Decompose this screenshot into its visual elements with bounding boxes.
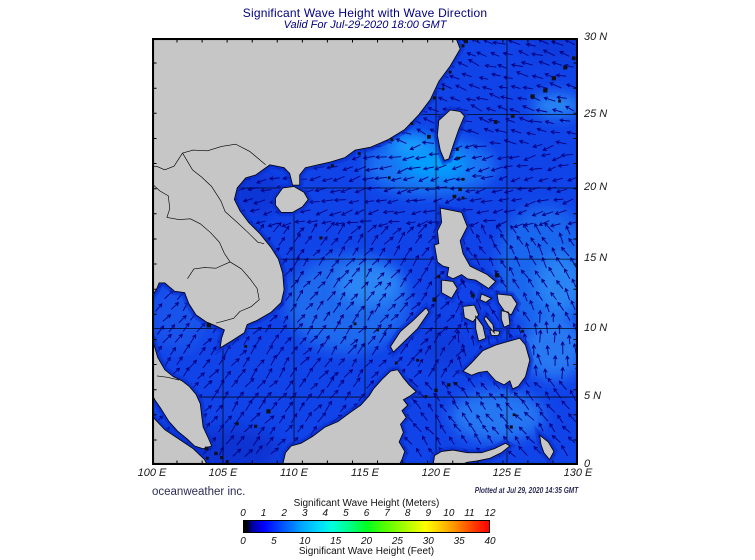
meters-tick-label: 8 [404, 508, 411, 519]
map-svg [152, 38, 578, 465]
lon-axis-label: 130 E [563, 467, 593, 479]
colorbar-meters-ticks: 0 1 2 3 4 5 6 7 8 9 10 11 12 [240, 508, 495, 519]
lon-axis-label: 125 E [492, 467, 522, 479]
wave-height-patch-sulu-sea [417, 322, 469, 368]
lat-axis-label: 10 N [584, 321, 608, 334]
lat-axis-label: 30 N [584, 31, 608, 43]
meters-tick-label: 5 [343, 508, 349, 519]
lat-axis-label: 5 N [584, 390, 602, 403]
axis-ticks [152, 38, 578, 465]
feet-tick-label: 40 [484, 536, 496, 547]
chart-subtitle: Valid For Jul-29-2020 18:00 GMT [283, 19, 447, 31]
meters-tick-label: 10 [443, 508, 455, 519]
meters-tick-label: 9 [425, 508, 432, 519]
lat-axis-label: 25 N [584, 107, 608, 120]
colorbar-feet-ticks: 0 5 10 15 20 25 30 35 40 [240, 536, 495, 547]
country-borders [152, 143, 266, 381]
feet-tick-label: 0 [240, 536, 246, 547]
plotted-at-text: Plotted at Jul 29, 2020 14:35 GMT [474, 486, 578, 495]
meters-tick-label: 3 [301, 508, 308, 519]
meters-tick-label: 4 [322, 508, 329, 519]
wave-height-patch-philippine-sea-core [535, 254, 578, 315]
colorbar-meters-label: Significant Wave Height (Meters) [293, 498, 440, 509]
lon-axis-label: 120 E [421, 467, 451, 479]
wave-height-patch-taiwan-strait-south [389, 134, 432, 158]
map-frame [152, 38, 578, 465]
colorbar-feet-label: Significant Wave Height (Feet) [298, 546, 435, 557]
feet-tick-label: 35 [453, 536, 465, 547]
meters-tick-label: 6 [363, 508, 370, 519]
lon-axis-label: 110 E [280, 467, 308, 479]
lat-axis-label: 0 [584, 458, 591, 470]
meters-tick-label: 1 [260, 508, 267, 519]
feet-tick-label: 20 [360, 536, 373, 547]
meters-tick-label: 11 [464, 508, 475, 519]
lon-axis-label: 115 E [351, 467, 379, 479]
lat-axis-label: 15 N [584, 252, 608, 265]
meters-tick-label: 7 [384, 508, 390, 519]
feet-tick-label: 25 [391, 536, 403, 547]
credit-text: oceanweather inc. [152, 486, 246, 498]
lon-axis-label: 105 E [208, 467, 238, 479]
chart-title: Significant Wave Height with Wave Direct… [242, 6, 488, 20]
map-plot-area [152, 38, 578, 465]
feet-tick-label: 15 [330, 536, 342, 547]
feet-tick-label: 10 [299, 536, 311, 547]
lat-axis-label: 20 N [584, 180, 608, 193]
colorbar-gradient [243, 520, 490, 533]
wave-height-patch-celebes-sea [450, 390, 544, 442]
feet-tick-label: 30 [422, 536, 434, 547]
feet-tick-label: 5 [271, 536, 277, 547]
meters-tick-label: 2 [281, 508, 287, 519]
landmasses [152, 38, 555, 465]
meters-tick-label: 0 [240, 508, 246, 519]
lon-axis-label: 100 E [137, 467, 167, 479]
meters-tick-label: 12 [484, 508, 496, 519]
